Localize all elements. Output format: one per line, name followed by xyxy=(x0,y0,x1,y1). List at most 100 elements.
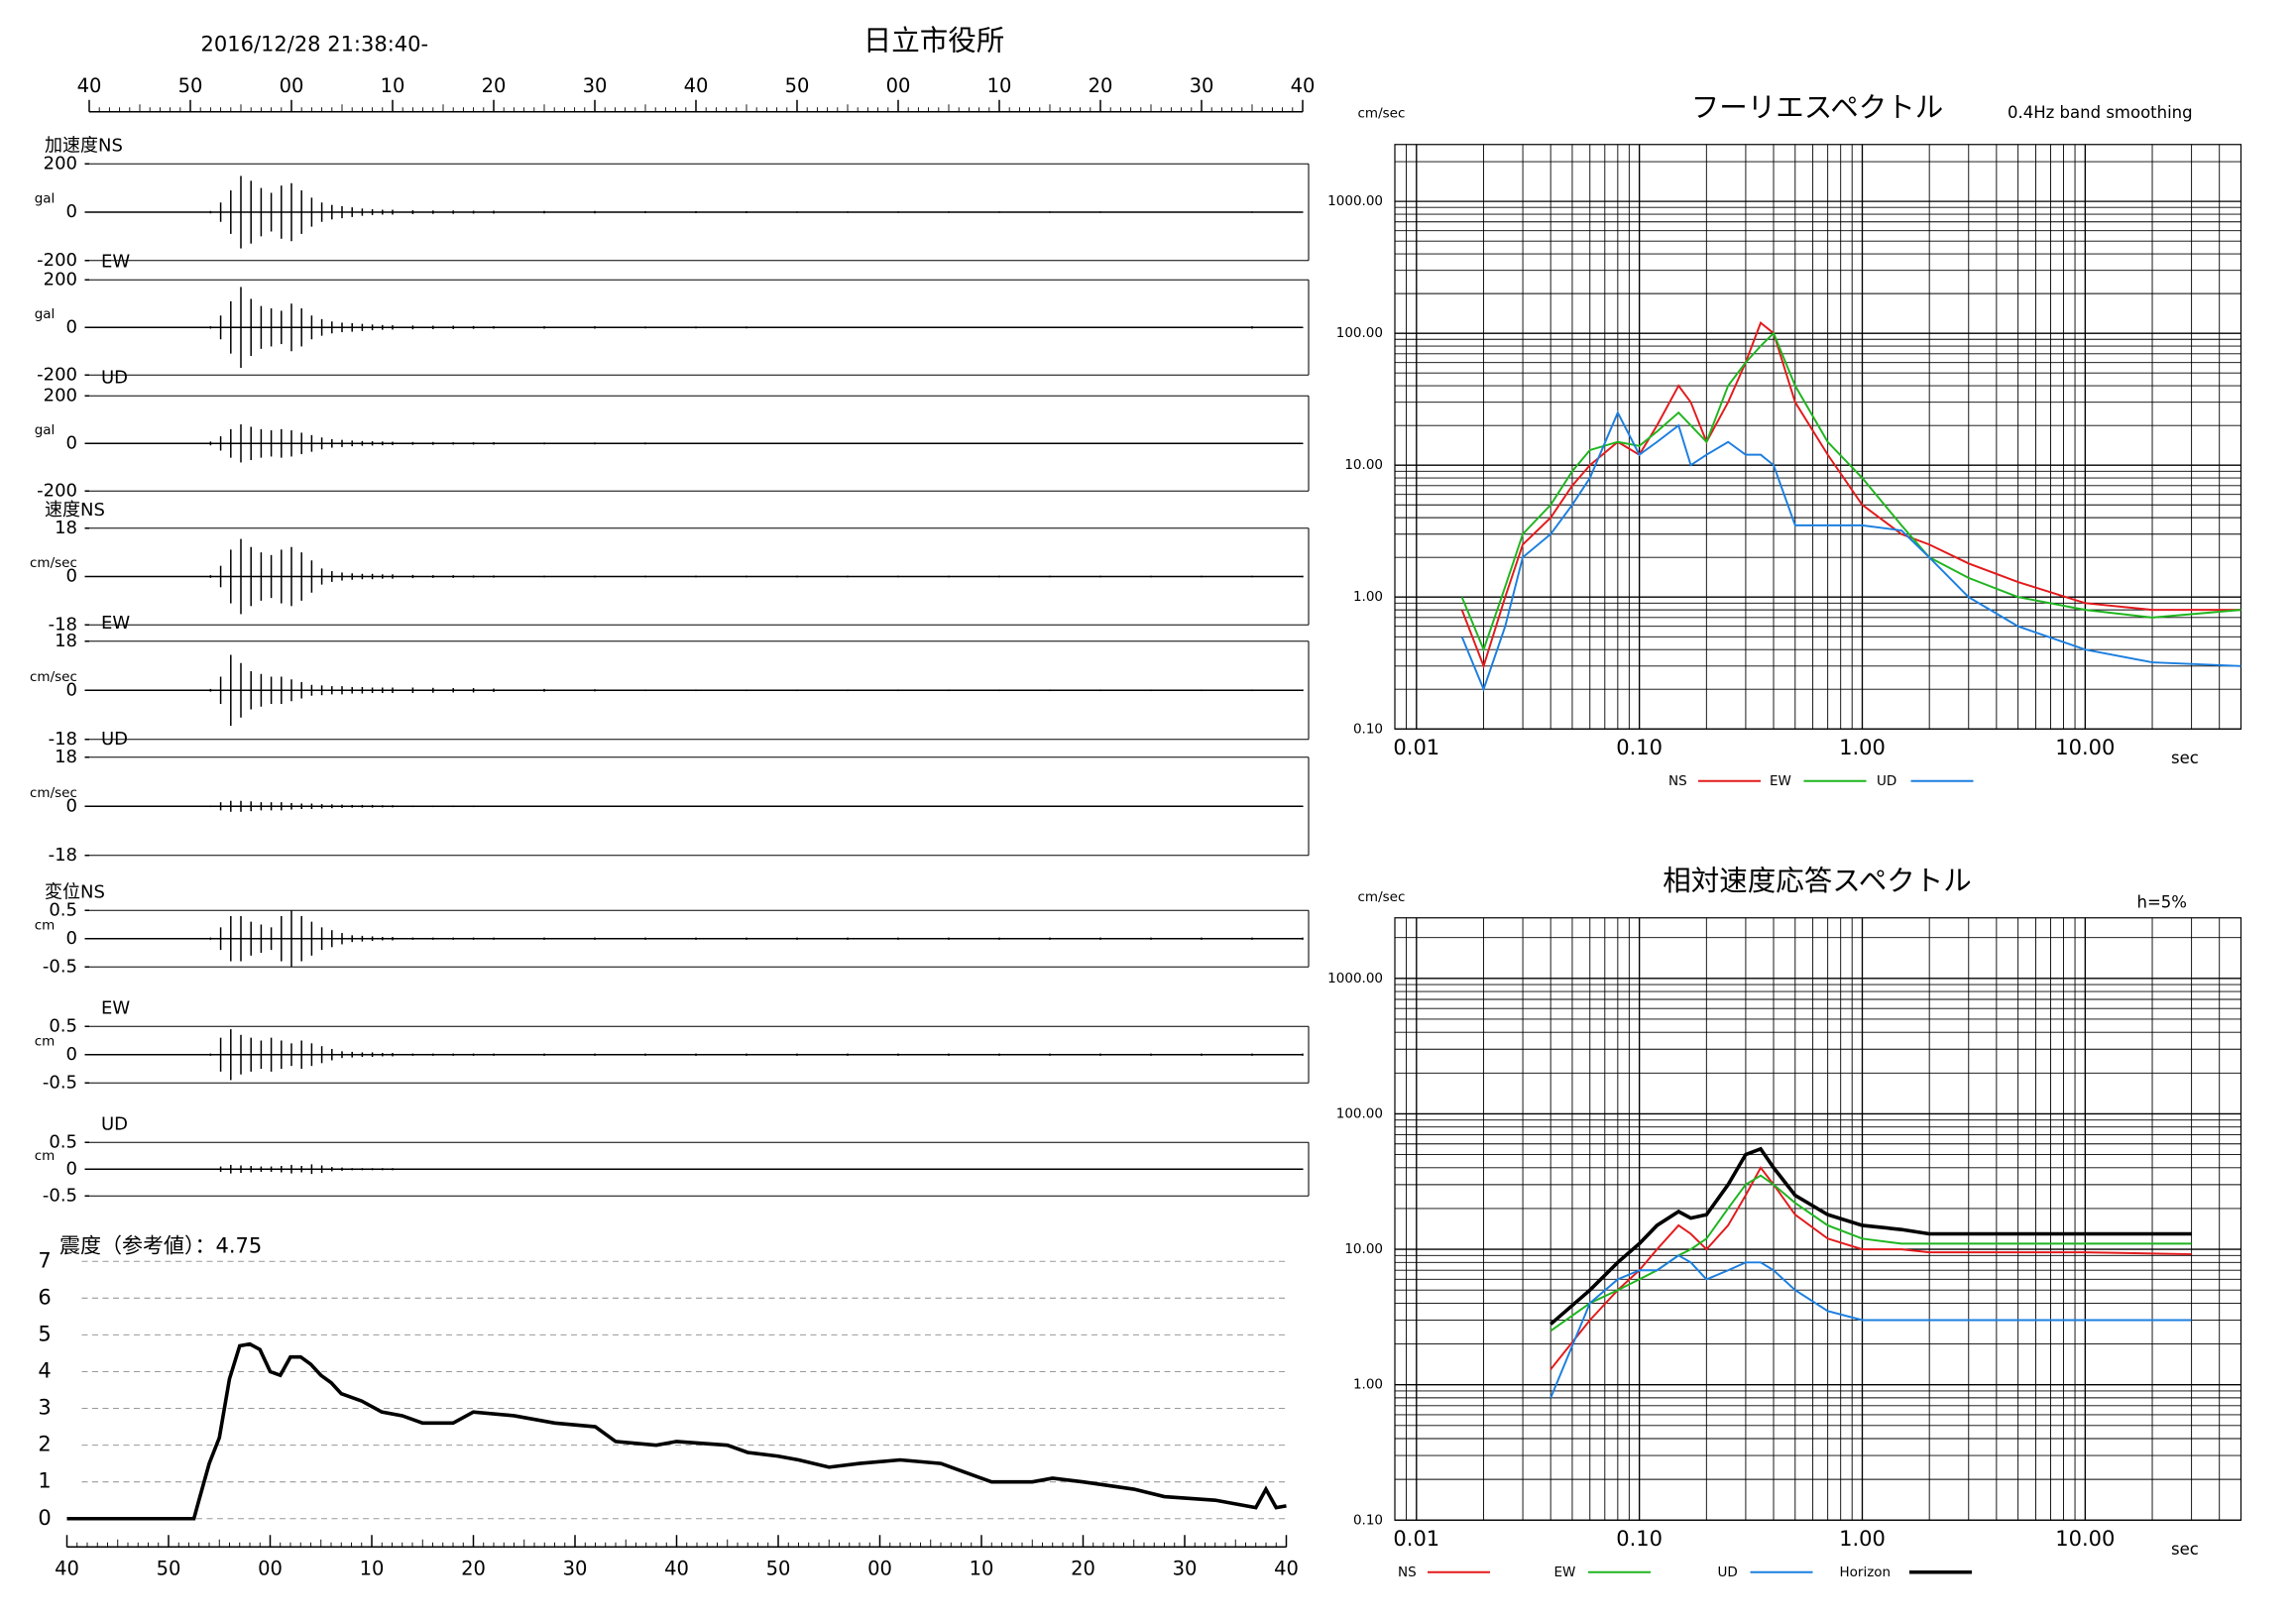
trace-name: EW xyxy=(101,251,130,272)
legend-label: EW xyxy=(1770,773,1791,789)
y-tick-label: 0 xyxy=(38,1506,51,1530)
x-tick-label: 40 xyxy=(55,1557,79,1579)
y-tick-label: 5 xyxy=(38,1322,51,1345)
y-tick-label: 0 xyxy=(66,566,77,587)
unit-label: cm/sec xyxy=(30,785,77,801)
spectrum-line xyxy=(1550,1174,2192,1333)
x-tick-label: 40 xyxy=(684,74,709,97)
trace-name: EW xyxy=(101,613,130,634)
y-tick-label: 10.00 xyxy=(1344,1241,1383,1257)
y-tick-label: 1.00 xyxy=(1353,589,1383,605)
y-tick-label: 0 xyxy=(66,679,77,700)
x-tick-label: 0.01 xyxy=(1393,736,1439,759)
y-tick-label: 18 xyxy=(55,518,77,538)
x-tick-label: 30 xyxy=(1173,1557,1198,1579)
y-tick-label: 200 xyxy=(44,153,77,174)
intensity-title: 震度（参考値）：4.75 xyxy=(59,1233,262,1257)
legend-label: NS xyxy=(1398,1565,1417,1580)
x-tick-label: 00 xyxy=(886,74,911,97)
legend-label: NS xyxy=(1668,773,1687,789)
x-axis-label: sec xyxy=(2171,1540,2199,1559)
y-axis-label: cm/sec xyxy=(1358,889,1406,905)
y-tick-label: -0.5 xyxy=(43,956,77,977)
spectrum-line xyxy=(1460,320,2241,669)
unit-label: cm xyxy=(35,1148,56,1164)
x-tick-label: 40 xyxy=(664,1557,689,1579)
x-tick-label: 50 xyxy=(178,74,203,97)
y-tick-label: -18 xyxy=(49,614,77,635)
unit-label: gal xyxy=(35,306,56,322)
x-tick-label: 30 xyxy=(583,74,608,97)
y-tick-label: -18 xyxy=(49,729,77,750)
x-tick-label: 00 xyxy=(258,1557,283,1579)
intensity-line xyxy=(66,1341,1287,1521)
legend-label: Horizon xyxy=(1840,1565,1892,1580)
unit-label: cm xyxy=(35,917,56,933)
y-tick-label: -200 xyxy=(37,480,77,501)
x-tick-label: 00 xyxy=(867,1557,892,1579)
station-title: 日立市役所 xyxy=(863,24,1005,57)
x-tick-label: 1.00 xyxy=(1839,736,1886,759)
trace-name: UD xyxy=(101,729,128,750)
x-tick-label: 10 xyxy=(360,1557,385,1579)
x-tick-label: 10 xyxy=(381,74,405,97)
y-tick-label: 100.00 xyxy=(1336,1105,1383,1121)
x-tick-label: 10 xyxy=(970,1557,994,1579)
y-tick-label: 200 xyxy=(44,385,77,406)
y-tick-label: 0.5 xyxy=(49,899,77,920)
trace-name: 加速度NS xyxy=(45,135,123,156)
x-tick-label: 20 xyxy=(1089,74,1113,97)
x-tick-label: 10.00 xyxy=(2055,736,2115,759)
y-tick-label: 1000.00 xyxy=(1327,193,1383,209)
x-tick-label: 20 xyxy=(482,74,507,97)
y-tick-label: 0 xyxy=(66,1158,77,1179)
y-tick-label: -0.5 xyxy=(43,1185,77,1206)
y-tick-label: -0.5 xyxy=(43,1072,77,1093)
y-tick-label: 1 xyxy=(38,1469,51,1493)
fourier-title: フーリエスペクトル xyxy=(1691,91,1944,124)
spectrum-line xyxy=(1550,1165,2192,1370)
x-tick-label: 20 xyxy=(461,1557,486,1579)
x-tick-label: 30 xyxy=(563,1557,588,1579)
x-tick-label: 50 xyxy=(785,74,810,97)
x-tick-label: 20 xyxy=(1071,1557,1095,1579)
plot-frame xyxy=(1394,144,2242,730)
y-tick-label: 2 xyxy=(38,1433,51,1456)
x-tick-label: 10.00 xyxy=(2055,1527,2115,1551)
legend-label: UD xyxy=(1718,1565,1738,1580)
y-tick-label: 1000.00 xyxy=(1327,971,1383,986)
x-axis-label: sec xyxy=(2171,749,2199,767)
y-tick-label: 0.5 xyxy=(49,1131,77,1152)
unit-label: gal xyxy=(35,422,56,438)
unit-label: gal xyxy=(35,191,56,207)
y-tick-label: 18 xyxy=(55,631,77,651)
y-tick-label: 0.5 xyxy=(49,1015,77,1036)
spectrum-line xyxy=(1460,331,2241,652)
y-tick-label: 0 xyxy=(66,928,77,949)
y-tick-label: 6 xyxy=(38,1285,51,1309)
y-tick-label: 0 xyxy=(66,316,77,337)
response-subtitle: h=5% xyxy=(2137,892,2187,911)
x-tick-label: 0.10 xyxy=(1616,1527,1663,1551)
x-tick-label: 50 xyxy=(766,1557,791,1579)
y-tick-label: 18 xyxy=(55,747,77,767)
trace-name: 速度NS xyxy=(45,500,105,521)
y-tick-label: 0 xyxy=(66,201,77,222)
trace-name: UD xyxy=(101,367,128,388)
x-tick-label: 10 xyxy=(987,74,1012,97)
x-tick-label: 40 xyxy=(77,74,102,97)
trace-name: UD xyxy=(101,1113,128,1134)
fourier-subtitle: 0.4Hz band smoothing xyxy=(2008,103,2193,122)
response-title: 相対速度応答スペクトル xyxy=(1663,865,1972,897)
spectrum-line xyxy=(1460,409,2241,692)
unit-label: cm xyxy=(35,1033,56,1049)
legend-label: UD xyxy=(1877,773,1896,789)
unit-label: cm/sec xyxy=(30,669,77,685)
y-tick-label: -18 xyxy=(49,845,77,866)
y-tick-label: 0 xyxy=(66,432,77,453)
x-tick-label: 00 xyxy=(280,74,304,97)
x-tick-label: 50 xyxy=(157,1557,181,1579)
record-time: 2016/12/28 21:38:40- xyxy=(201,32,429,56)
trace-name: 変位NS xyxy=(45,881,105,902)
